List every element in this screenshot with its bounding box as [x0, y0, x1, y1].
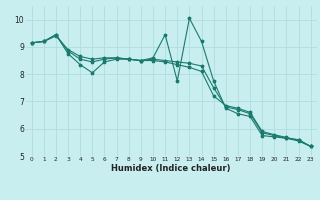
- X-axis label: Humidex (Indice chaleur): Humidex (Indice chaleur): [111, 164, 231, 173]
